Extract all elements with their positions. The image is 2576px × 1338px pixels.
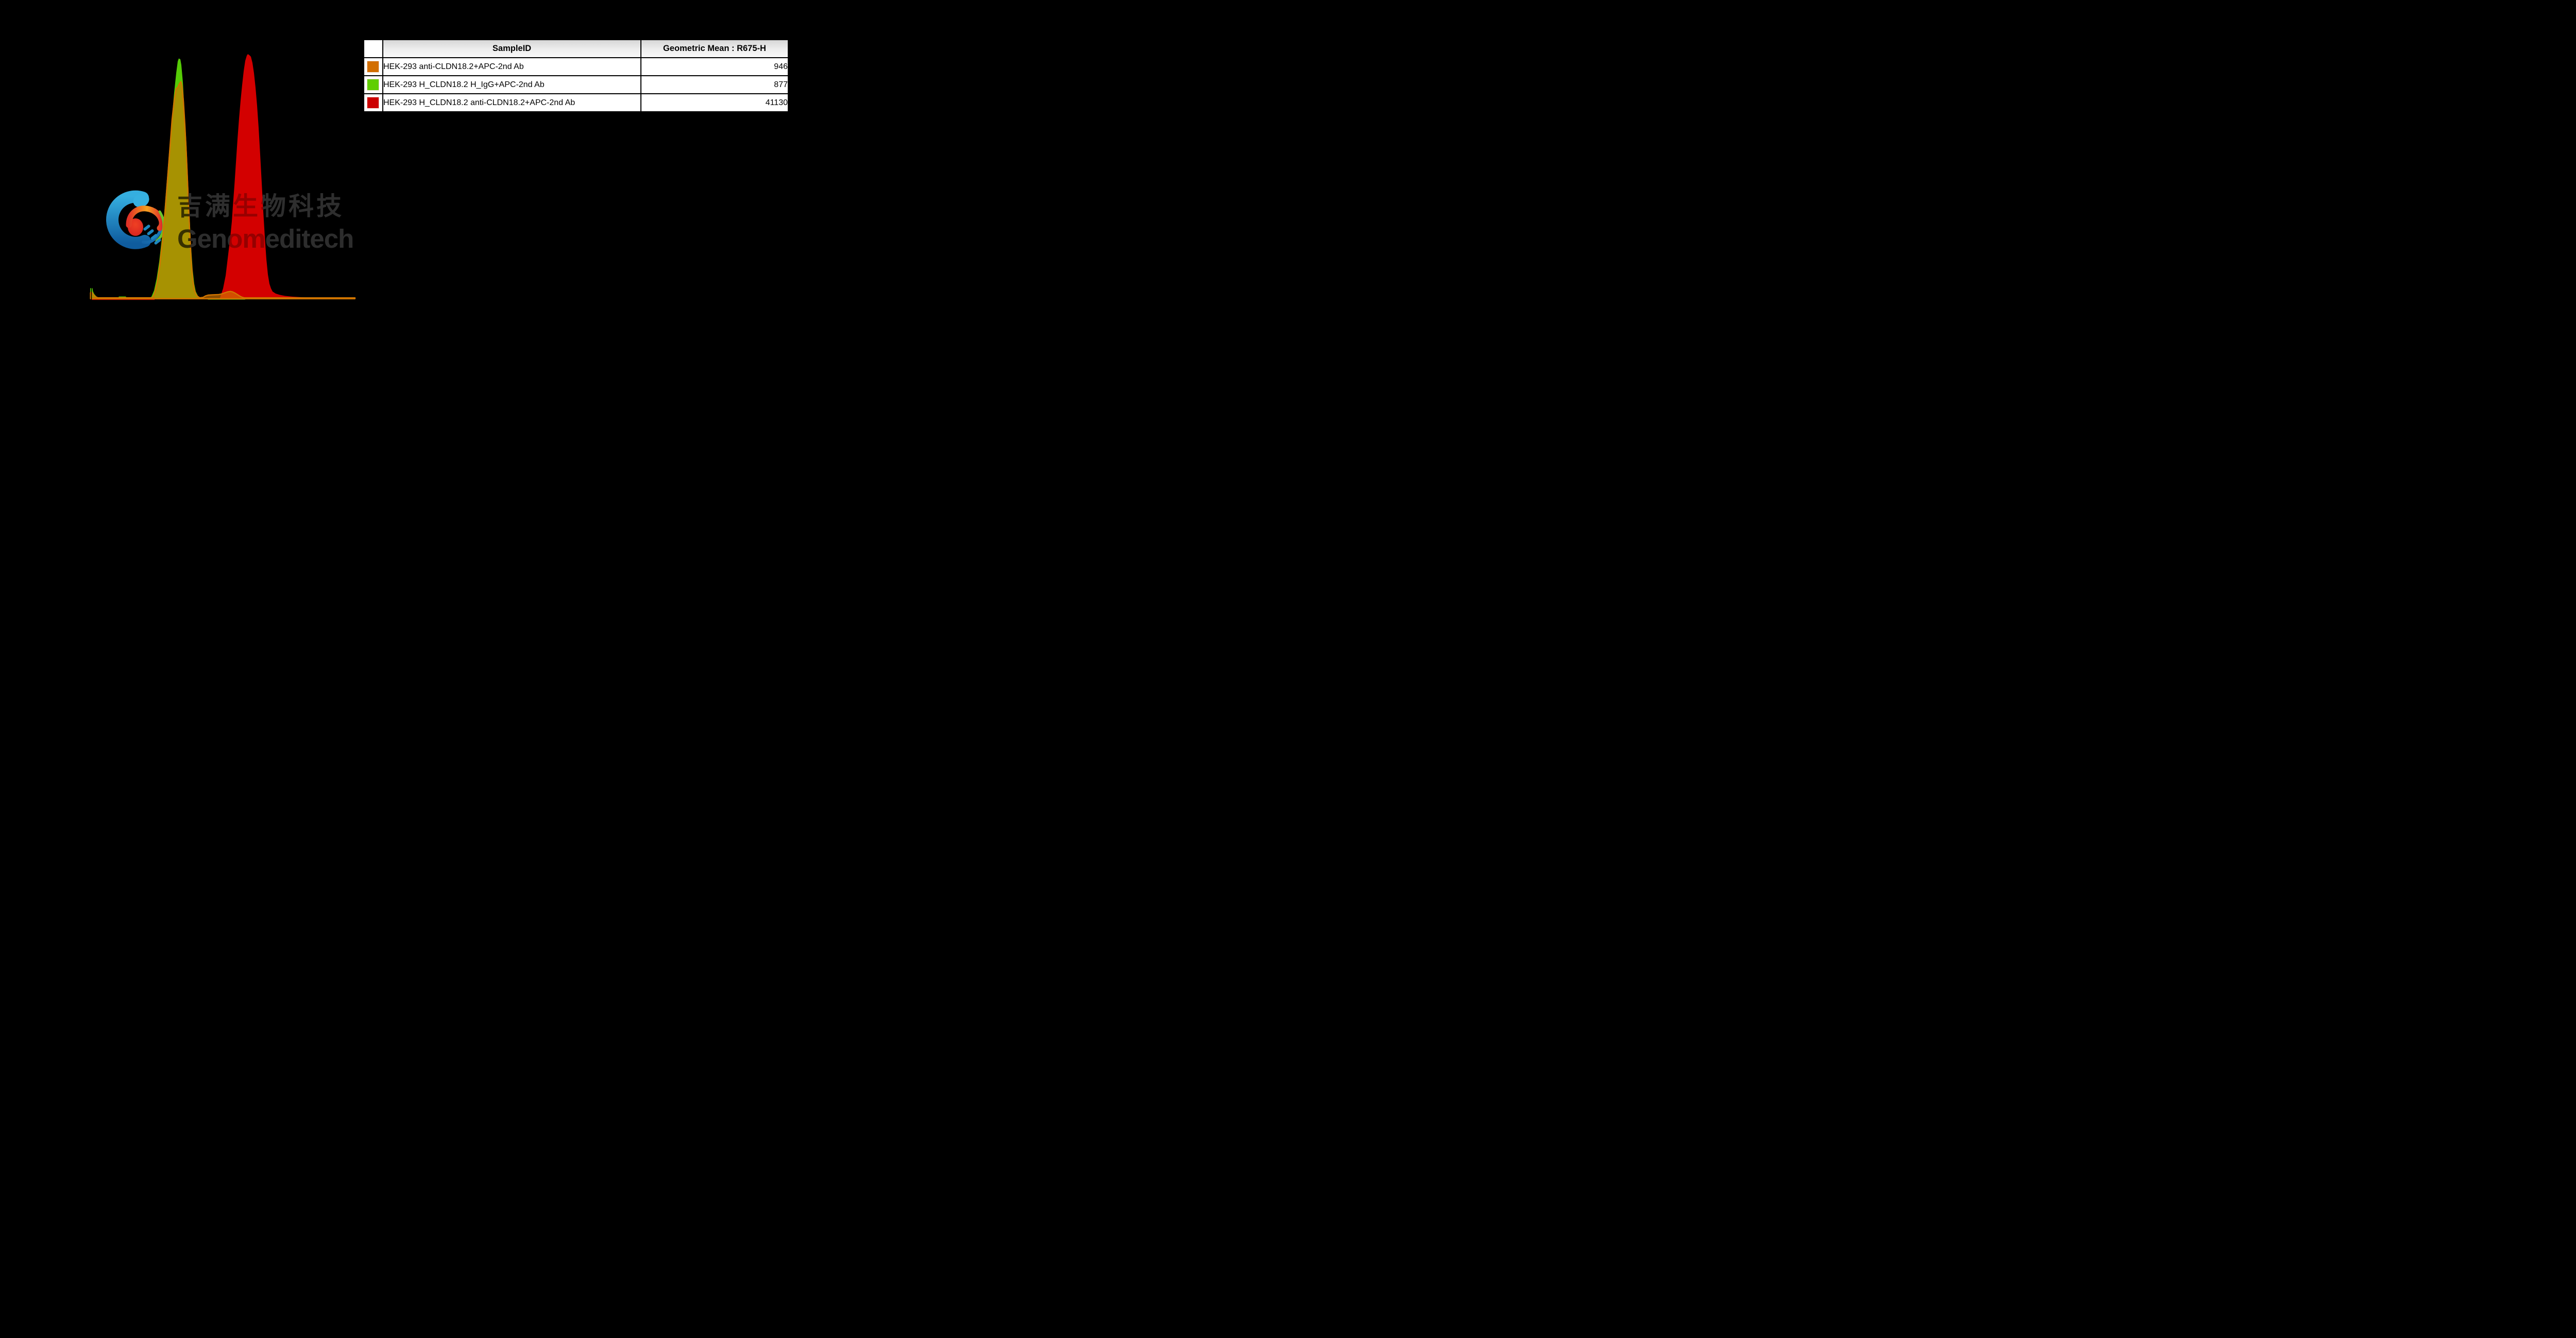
logo-dna-rungs-icon	[143, 225, 161, 245]
series-color-swatch	[367, 61, 379, 73]
flow-histogram	[90, 54, 356, 300]
series-color-swatch	[367, 79, 379, 91]
logo-blue-crescent-icon	[106, 190, 151, 249]
swatch-cell	[363, 75, 383, 94]
header-sampleid: SampleID	[382, 39, 641, 58]
table-row: HEK-293 anti-CLDN18.2+APC-2nd Ab 946	[363, 57, 789, 76]
hist-layer-red-histogram	[220, 54, 305, 299]
series-color-swatch	[367, 97, 379, 109]
genomeditech-logo	[106, 190, 166, 249]
geometric-mean-cell: 946	[640, 57, 789, 76]
hist-layer-orange-histogram	[90, 81, 356, 300]
table-row: HEK-293 H_CLDN18.2 H_IgG+APC-2nd Ab 877	[363, 75, 789, 94]
sample-id-cell: HEK-293 anti-CLDN18.2+APC-2nd Ab	[382, 57, 641, 76]
table-row: HEK-293 H_CLDN18.2 anti-CLDN18.2+APC-2nd…	[363, 93, 789, 112]
geometric-mean-cell: 41130	[640, 93, 789, 112]
header-geometric-mean: Geometric Mean : R675-H	[640, 39, 789, 58]
geometric-mean-cell: 877	[640, 75, 789, 94]
logo-red-swirl-icon	[126, 205, 165, 231]
sample-id-cell: HEK-293 H_CLDN18.2 anti-CLDN18.2+APC-2nd…	[382, 93, 641, 112]
legend-table: SampleID Geometric Mean : R675-H HEK-293…	[363, 39, 789, 112]
hist-layer-y-axis-line	[91, 287, 92, 300]
swatch-cell	[363, 93, 383, 112]
logo-blue-head-icon	[133, 193, 149, 208]
flow-cytometry-report: 吉满生物科技 Genomeditech SampleID Geometric M…	[0, 0, 808, 373]
hist-layer-green-histogram	[90, 58, 355, 300]
header-swatch-cell	[363, 39, 383, 58]
legend-header-row: SampleID Geometric Mean : R675-H	[363, 39, 789, 58]
swatch-cell	[363, 57, 383, 76]
sample-id-cell: HEK-293 H_CLDN18.2 H_IgG+APC-2nd Ab	[382, 75, 641, 94]
